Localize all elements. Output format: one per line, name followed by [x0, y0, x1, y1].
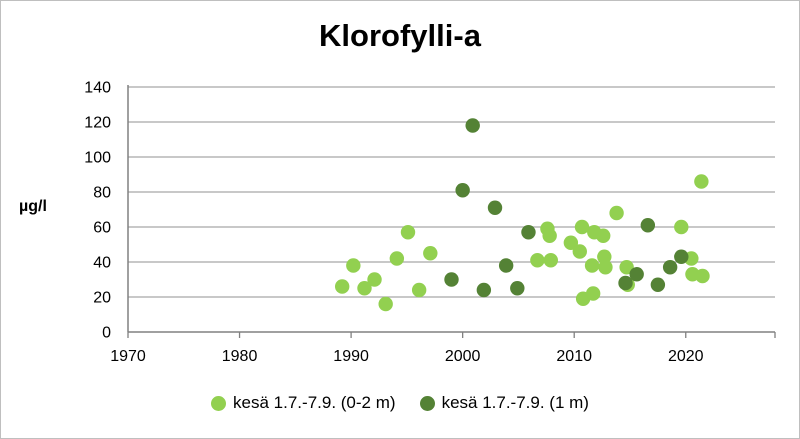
data-point-series-1-5: [498, 258, 514, 273]
data-point-series-1-13: [674, 249, 689, 264]
x-tick-label-1970: 1970: [110, 348, 146, 365]
data-point-series-1-9: [629, 267, 644, 282]
data-point-series-0-8: [423, 246, 438, 261]
y-tick-label-140: 140: [84, 80, 111, 97]
legend-label-series-0: kesä 1.7.-7.9. (0-2 m): [233, 393, 396, 412]
data-point-series-0-21: [597, 249, 612, 264]
data-point-series-0-7: [411, 282, 427, 298]
data-point-series-0-13: [563, 235, 579, 250]
data-point-series-0-18: [585, 286, 601, 301]
data-point-series-0-26: [674, 219, 689, 235]
gridlines: [128, 86, 775, 298]
y-tick-label-100: 100: [84, 150, 111, 167]
data-point-series-1-8: [618, 275, 633, 291]
y-axis-label: µg/l: [19, 198, 47, 215]
data-point-series-1-1: [455, 183, 470, 198]
y-tick-label-20: 20: [93, 290, 111, 307]
data-point-series-1-0: [444, 272, 459, 287]
data-point-series-0-15: [574, 219, 590, 235]
x-tick-label-1980: 1980: [222, 348, 258, 365]
x-tick-label-2000: 2000: [445, 348, 481, 365]
legend-label-series-1: kesä 1.7.-7.9. (1 m): [441, 393, 589, 412]
x-tick-label-2010: 2010: [556, 348, 592, 365]
data-point-series-1-11: [650, 277, 666, 292]
data-point-series-0-23: [609, 205, 624, 221]
data-point-series-0-22: [598, 260, 613, 275]
data-point-series-1-3: [476, 282, 492, 298]
axes: [127, 85, 776, 338]
data-point-series-1-12: [662, 260, 678, 275]
y-tick-label-120: 120: [84, 115, 111, 132]
data-point-series-0-2: [357, 281, 372, 296]
data-point-series-0-29: [694, 174, 709, 189]
y-tick-label-0: 0: [102, 325, 111, 342]
data-point-series-0-0: [334, 279, 350, 294]
x-tick-label-2020: 2020: [668, 348, 704, 365]
data-point-series-0-20: [596, 228, 611, 243]
data-point-series-0-5: [389, 251, 405, 266]
chart-title: Klorofylli-a: [319, 18, 481, 53]
legend: kesä 1.7.-7.9. (0-2 m) kesä 1.7.-7.9. (1…: [0, 393, 800, 413]
legend-marker-series-1: [419, 395, 435, 411]
data-point-series-0-6: [400, 225, 416, 240]
y-tick-label-60: 60: [93, 220, 111, 237]
data-points: [334, 118, 710, 312]
legend-item-series-1: kesä 1.7.-7.9. (1 m): [419, 393, 589, 413]
data-point-series-0-3: [367, 272, 382, 287]
data-point-series-0-4: [378, 296, 393, 312]
data-point-series-0-17: [584, 258, 600, 273]
legend-item-series-0: kesä 1.7.-7.9. (0-2 m): [211, 393, 396, 413]
data-point-series-1-4: [487, 200, 503, 215]
tick-labels: 0 20 40 60 80 100 120 140 1970 1980 1990 2000 2010 20…: [84, 80, 703, 366]
y-tick-label-80: 80: [93, 185, 111, 202]
data-point-series-0-9: [530, 253, 545, 268]
legend-marker-series-0: [211, 395, 227, 411]
data-point-series-0-11: [542, 228, 557, 243]
data-point-series-0-1: [346, 258, 361, 273]
x-tick-label-1990: 1990: [333, 348, 369, 365]
data-point-series-0-14: [572, 244, 587, 259]
data-point-series-1-7: [521, 225, 536, 240]
data-point-series-0-30: [695, 268, 710, 284]
y-tick-label-40: 40: [93, 255, 111, 272]
data-point-series-0-24: [619, 260, 634, 275]
data-point-series-1-2: [465, 118, 480, 133]
data-point-series-0-12: [543, 253, 558, 268]
data-point-series-1-6: [510, 281, 525, 296]
data-point-series-1-10: [640, 218, 656, 233]
